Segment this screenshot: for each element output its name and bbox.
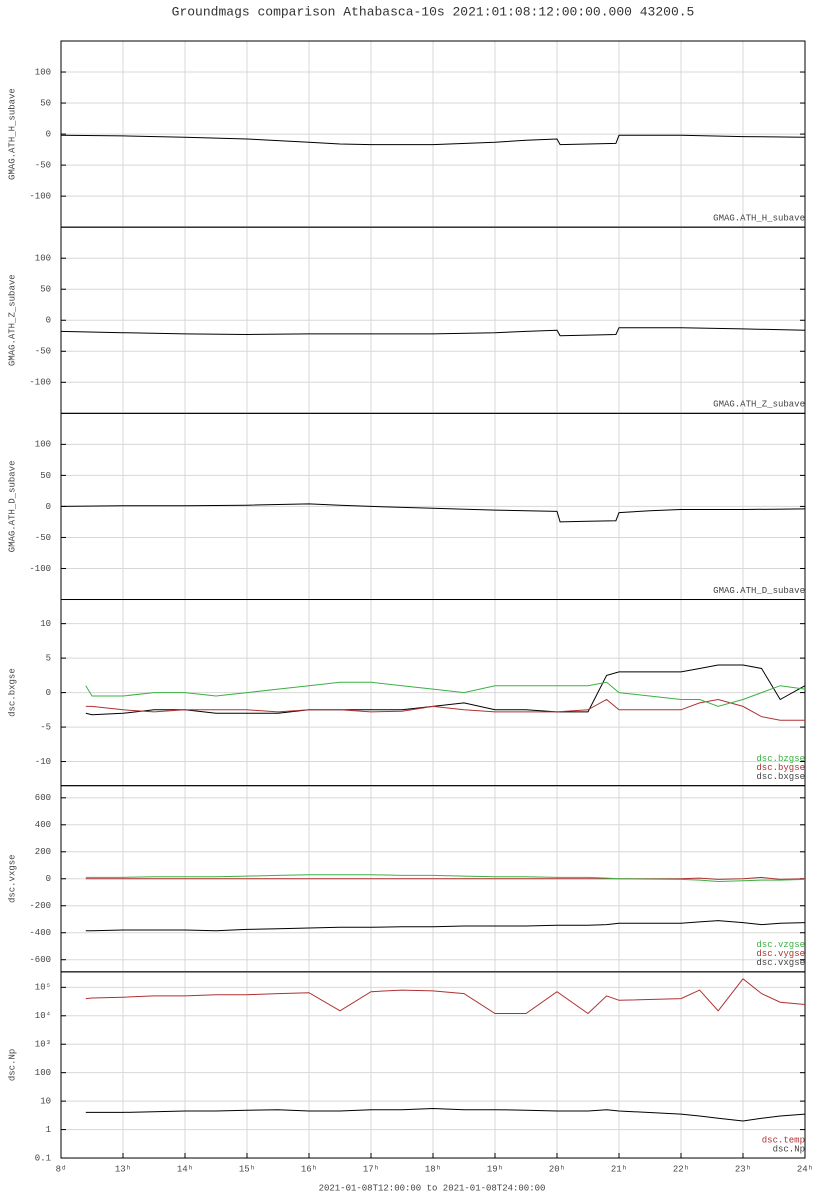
series-line: [85, 1107, 806, 1122]
y-tick-label: 100: [35, 67, 51, 77]
legend-entry: dsc.vxgse: [756, 958, 805, 968]
legend-entry: dsc.Np: [773, 1144, 805, 1154]
y-tick-label: 100: [35, 440, 51, 450]
x-tick-label: 23ʰ: [735, 1164, 751, 1174]
x-tick-label: 17ʰ: [363, 1164, 379, 1174]
legend-entry: dsc.bxgse: [756, 772, 805, 782]
x-tick-label: 20ʰ: [549, 1164, 565, 1174]
y-axis-label: dsc.bxgse: [7, 668, 17, 717]
y-tick-label: 100: [35, 254, 51, 264]
series-line: [85, 920, 806, 932]
y-tick-label: 10⁵: [35, 983, 51, 993]
y-tick-label: 100: [35, 1068, 51, 1078]
series-line: [85, 874, 806, 883]
series-line: [60, 134, 806, 146]
y-axis-label: GMAG.ATH_H_subave: [7, 88, 17, 180]
x-tick-label: 22ʰ: [673, 1164, 689, 1174]
y-tick-label: 0: [46, 874, 51, 884]
legend-entry: dsc.vzgse: [756, 940, 805, 950]
y-tick-label: 600: [35, 793, 51, 803]
y-tick-label: 50: [40, 98, 51, 108]
y-axis-label: GMAG.ATH_D_subave: [7, 461, 17, 553]
y-tick-label: 0: [46, 502, 51, 512]
y-tick-label: -100: [29, 192, 51, 202]
y-tick-label: -200: [29, 901, 51, 911]
x-tick-label: 8ᵈ: [56, 1164, 67, 1174]
x-tick-label: 18ʰ: [425, 1164, 441, 1174]
series-line: [85, 876, 806, 880]
y-tick-label: 10: [40, 619, 51, 629]
y-tick-label: 5: [46, 653, 51, 663]
y-tick-label: 400: [35, 820, 51, 830]
y-tick-label: -600: [29, 955, 51, 965]
series-line: [60, 327, 806, 337]
y-tick-label: -50: [35, 160, 51, 170]
y-axis-label: dsc.vxgse: [7, 854, 17, 903]
y-tick-label: 0.1: [35, 1153, 51, 1163]
y-tick-label: -400: [29, 928, 51, 938]
y-tick-label: 0: [46, 129, 51, 139]
y-tick-label: -50: [35, 347, 51, 357]
y-tick-label: 50: [40, 471, 51, 481]
legend-entry: dsc.bzgse: [756, 754, 805, 764]
y-tick-label: -100: [29, 564, 51, 574]
x-tick-label: 19ʰ: [487, 1164, 503, 1174]
x-tick-label: 24ʰ: [797, 1164, 813, 1174]
y-tick-label: 10³: [35, 1040, 51, 1050]
y-axis-label: GMAG.ATH_Z_subave: [7, 274, 17, 366]
x-tick-label: 14ʰ: [177, 1164, 193, 1174]
y-tick-label: -10: [35, 757, 51, 767]
x-axis-label: 2021-01-08T12:00:00 to 2021-01-08T24:00:…: [319, 1183, 546, 1193]
x-tick-label: 16ʰ: [301, 1164, 317, 1174]
y-axis-label: dsc.Np: [7, 1049, 17, 1081]
series-line: [85, 681, 806, 707]
y-tick-label: 200: [35, 847, 51, 857]
x-tick-label: 13ʰ: [115, 1164, 131, 1174]
legend-entry: dsc.bygse: [756, 763, 805, 773]
y-tick-label: 1: [46, 1125, 51, 1135]
y-tick-label: 50: [40, 285, 51, 295]
legend-entry: GMAG.ATH_D_subave: [713, 586, 805, 596]
y-tick-label: 10: [40, 1096, 51, 1106]
y-tick-label: -100: [29, 378, 51, 388]
legend-entry: GMAG.ATH_H_subave: [713, 214, 805, 224]
x-tick-label: 21ʰ: [611, 1164, 627, 1174]
y-tick-label: -50: [35, 533, 51, 543]
series-line: [85, 698, 805, 721]
legend-entry: GMAG.ATH_Z_subave: [713, 400, 805, 410]
series-line: [60, 503, 806, 523]
y-tick-label: 0: [46, 688, 51, 698]
y-tick-label: -5: [40, 722, 51, 732]
chart-title: Groundmags comparison Athabasca-10s 2021…: [172, 4, 695, 19]
y-tick-label: 0: [46, 316, 51, 326]
series-line: [85, 978, 806, 1015]
series-line: [85, 664, 806, 716]
x-tick-label: 15ʰ: [239, 1164, 255, 1174]
legend-entry: dsc.vygse: [756, 949, 805, 959]
legend-entry: dsc.temp: [762, 1135, 805, 1145]
y-tick-label: 10⁴: [35, 1010, 51, 1021]
